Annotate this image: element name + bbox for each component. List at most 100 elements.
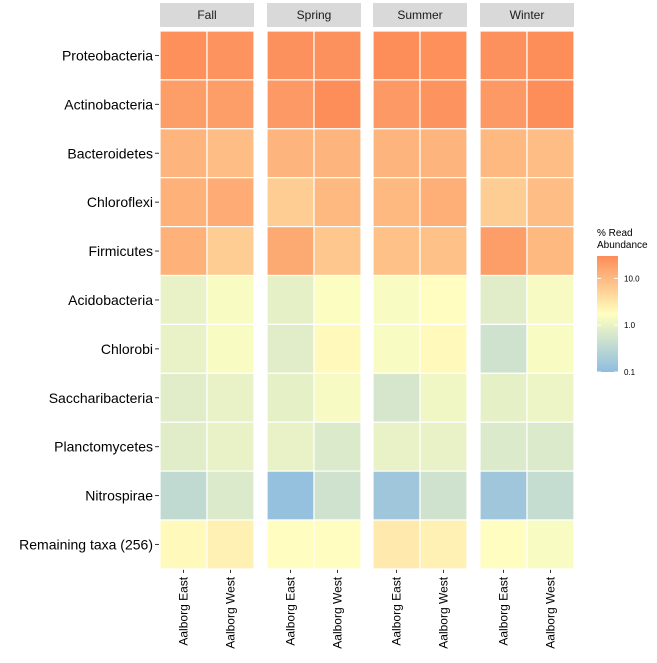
legend-tick-label: 1.0 xyxy=(624,321,636,330)
heatmap-cell xyxy=(159,226,208,277)
column-label: Aalborg East xyxy=(390,576,404,645)
heatmap-cell xyxy=(159,128,208,179)
column-label: Aalborg West xyxy=(437,576,451,648)
heatmap-cell xyxy=(159,372,208,423)
heatmap-cell xyxy=(419,470,468,521)
heatmap-cell xyxy=(479,519,528,570)
legend-tick-label: 0.1 xyxy=(624,368,636,377)
facet-label: Winter xyxy=(510,8,545,22)
row-label: Acidobacteria xyxy=(68,292,153,308)
heatmap-cell xyxy=(206,30,255,81)
heatmap-cell xyxy=(526,372,575,423)
heatmap-cell xyxy=(479,372,528,423)
heatmap-cell xyxy=(526,30,575,81)
heatmap-cell xyxy=(479,421,528,472)
row-label: Bacteroidetes xyxy=(67,145,153,161)
heatmap-cell xyxy=(266,421,315,472)
heatmap-cell xyxy=(526,323,575,374)
heatmap-cell xyxy=(419,226,468,277)
heatmap-cell xyxy=(206,79,255,130)
heatmap-cell xyxy=(526,226,575,277)
heatmap-cell xyxy=(266,128,315,179)
heatmap-cell xyxy=(479,274,528,326)
legend-colorbar xyxy=(597,256,618,372)
facet-label: Spring xyxy=(297,8,332,22)
heatmap-cell xyxy=(266,519,315,570)
heatmap-cell xyxy=(419,177,468,228)
facet-strip xyxy=(373,3,467,27)
heatmap-cell xyxy=(266,177,315,228)
heatmap-cell xyxy=(372,79,421,130)
heatmap-cell xyxy=(372,226,421,277)
column-label: Aalborg East xyxy=(177,576,191,645)
row-label: Actinobacteria xyxy=(64,96,153,112)
column-label: Aalborg East xyxy=(284,576,298,645)
heatmap-cell xyxy=(206,470,255,521)
heatmap-cell xyxy=(372,323,421,374)
heatmap-cell xyxy=(479,323,528,374)
heatmap-cell xyxy=(419,421,468,472)
heatmap-cell xyxy=(526,177,575,228)
heatmap-cell xyxy=(313,323,362,374)
heatmap-cell xyxy=(372,372,421,423)
heatmap-cell xyxy=(313,128,362,179)
row-label: Proteobacteria xyxy=(62,47,153,63)
heatmap-cell xyxy=(313,519,362,570)
heatmap-cell xyxy=(159,323,208,374)
row-label: Saccharibacteria xyxy=(49,390,153,406)
heatmap-cell xyxy=(526,421,575,472)
heatmap-cell xyxy=(206,519,255,570)
heatmap-cell xyxy=(313,274,362,326)
heatmap-cell xyxy=(419,30,468,81)
heatmap-cell xyxy=(419,274,468,326)
heatmap-cell xyxy=(206,128,255,179)
column-label: Aalborg West xyxy=(544,576,558,648)
heatmap-cell xyxy=(313,79,362,130)
heatmap-cell xyxy=(372,274,421,326)
heatmap-cell xyxy=(206,323,255,374)
heatmap-cell xyxy=(206,372,255,423)
heatmap-cell xyxy=(479,177,528,228)
heatmap-cell xyxy=(372,177,421,228)
heatmap-cell xyxy=(206,177,255,228)
heatmap-cell xyxy=(526,274,575,326)
heatmap-cell xyxy=(479,128,528,179)
heatmap-cell xyxy=(206,421,255,472)
heatmap-cell xyxy=(206,274,255,326)
heatmap-cell xyxy=(419,128,468,179)
heatmap-cell xyxy=(313,177,362,228)
legend-title: Abundance xyxy=(597,240,648,251)
heatmap-cell xyxy=(479,79,528,130)
heatmap-cell xyxy=(372,470,421,521)
row-label: Chloroflexi xyxy=(87,194,153,210)
heatmap-cell xyxy=(159,79,208,130)
heatmap-cell xyxy=(266,323,315,374)
heatmap-cell xyxy=(266,470,315,521)
heatmap-cell xyxy=(526,519,575,570)
heatmap-cell xyxy=(419,519,468,570)
row-label: Remaining taxa (256) xyxy=(19,536,153,552)
heatmap-cell xyxy=(372,128,421,179)
heatmap-cell xyxy=(266,30,315,81)
heatmap-cell xyxy=(159,30,208,81)
column-label: Aalborg West xyxy=(224,576,238,648)
facet-strip xyxy=(480,3,574,27)
facet-label: Summer xyxy=(397,8,442,22)
row-label: Firmicutes xyxy=(88,243,153,259)
heatmap-cell xyxy=(266,79,315,130)
heatmap-cell xyxy=(526,470,575,521)
heatmap-cell xyxy=(419,79,468,130)
heatmap-cell xyxy=(313,372,362,423)
heatmap-cell xyxy=(526,79,575,130)
heatmap-cell xyxy=(372,519,421,570)
row-label: Chlorobi xyxy=(101,341,153,357)
heatmap-cell xyxy=(159,421,208,472)
heatmap-cell xyxy=(313,30,362,81)
facet-strip xyxy=(160,3,254,27)
heatmap-cell xyxy=(479,30,528,81)
legend-title: % Read xyxy=(597,228,633,239)
heatmap-cell xyxy=(419,372,468,423)
heatmap-cell xyxy=(313,226,362,277)
heatmap-cell xyxy=(313,470,362,521)
